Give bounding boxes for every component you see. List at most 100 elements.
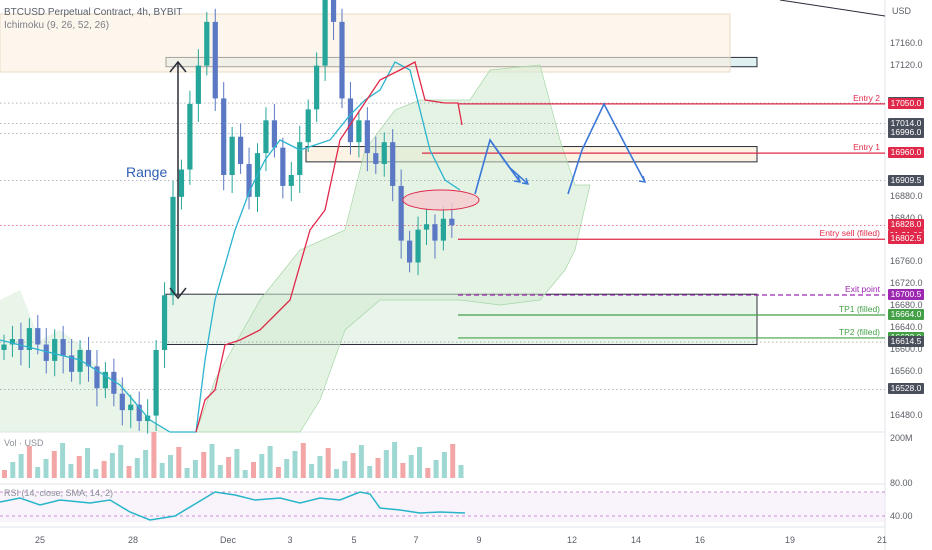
candle-body — [415, 229, 421, 263]
volume-bar — [408, 455, 414, 478]
price-tick-label: 16720.0 — [890, 278, 923, 289]
candle-body — [322, 0, 328, 66]
candle-body — [153, 349, 159, 416]
price-tag: 16614.5 — [888, 336, 924, 348]
date-tick-label: 21 — [876, 535, 888, 545]
projection-arrowhead — [638, 175, 647, 183]
candle-body — [35, 328, 41, 345]
date-tick-label: 9 — [476, 535, 482, 545]
price-tag: 16960.0 — [888, 147, 924, 159]
candle-body — [339, 21, 345, 99]
price-unit: USD — [892, 6, 912, 16]
date-tick-label: 5 — [351, 535, 357, 545]
date-tick-label: 16 — [694, 535, 706, 545]
volume-bar — [101, 461, 107, 478]
volume-bar — [383, 450, 389, 478]
candle-body — [423, 224, 430, 230]
volume-bar — [26, 446, 32, 478]
candle-body — [69, 355, 75, 372]
volume-bar — [151, 432, 157, 478]
price-tag: 17050.0 — [888, 97, 924, 109]
volume-bar — [367, 466, 373, 478]
candle-body — [297, 142, 303, 175]
candle-body — [390, 142, 396, 186]
candle-body — [119, 393, 125, 411]
candle-body — [330, 0, 337, 22]
candle-body — [263, 120, 269, 154]
trend-line — [779, 0, 886, 17]
volume-bar — [176, 447, 182, 478]
volume-bar — [433, 460, 439, 478]
date-tick-label: Dec — [219, 535, 237, 545]
chart-title: BTCUSD Perpetual Contract, 4h, BYBIT — [4, 7, 183, 18]
annotation-label-entry-sell-filled-: Entry sell (filled) — [819, 228, 880, 239]
volume-bar — [242, 470, 248, 478]
annotation-label-entry-1: Entry 1 — [853, 142, 880, 153]
price-tag: 16528.0 — [888, 383, 924, 395]
price-tag: 16909.5 — [888, 174, 924, 186]
volume-bar — [417, 447, 422, 478]
kijun-line — [195, 61, 463, 433]
projection-arrowhead — [513, 175, 522, 183]
price-tick-label: 16760.0 — [890, 256, 923, 267]
candle-body — [407, 240, 413, 263]
candle-body — [280, 147, 286, 186]
volume-bar — [60, 443, 66, 478]
volume-bar — [93, 469, 99, 478]
annotation-label-entry-2: Entry 2 — [853, 92, 880, 103]
volume-bar — [251, 462, 256, 478]
volume-bar — [76, 456, 82, 478]
volume-bar — [292, 451, 298, 478]
volume-bar — [350, 453, 356, 478]
candle-body — [85, 349, 92, 367]
candle-body — [178, 169, 185, 197]
projection-arrowhead — [521, 177, 530, 185]
price-tick-label: 17160.0 — [890, 37, 923, 48]
volume-bar — [118, 445, 124, 478]
date-tick-label: 3 — [287, 535, 293, 545]
volume-bar — [259, 454, 265, 478]
volume-bar — [85, 448, 90, 478]
rsi-band — [0, 492, 885, 522]
range-arrow-head-bottom — [169, 287, 187, 300]
volume-bar — [43, 459, 49, 478]
price-tick-label: 16560.0 — [890, 365, 923, 376]
candle-body — [43, 344, 49, 361]
candle-body — [145, 415, 151, 422]
candle-body — [9, 339, 16, 345]
candle-body — [364, 120, 370, 154]
tenkan-line — [0, 61, 461, 433]
projection-path — [567, 102, 646, 195]
volume-bar — [51, 451, 57, 478]
price-tick-label: 17120.0 — [890, 59, 923, 70]
volume-bar — [342, 461, 348, 478]
date-tick-label: 12 — [566, 535, 578, 545]
volume-bar — [458, 465, 464, 478]
date-tick-label: 14 — [630, 535, 642, 545]
candle-body — [440, 218, 446, 241]
annotation-label-exit-point: Exit point — [845, 284, 880, 295]
volume-bar — [400, 463, 406, 478]
ichimoku-label: Ichimoku (9, 26, 52, 26) — [4, 20, 110, 31]
price-tag: 16828.0 — [888, 219, 924, 231]
volume-bar — [18, 454, 24, 478]
volume-bar — [201, 452, 207, 478]
price-tag: 16664.0 — [888, 308, 924, 320]
volume-bar — [275, 467, 281, 478]
date-tick-label: 28 — [127, 535, 139, 545]
volume-bar — [184, 468, 190, 478]
volume-bar — [226, 457, 232, 478]
candle-body — [26, 328, 32, 350]
candle-body — [195, 65, 201, 104]
volume-bar — [10, 462, 16, 478]
price-tick-label: 16840.0 — [890, 212, 923, 223]
rsi-tick-label: 80.00 — [890, 478, 913, 488]
price-tick-label: 16480.0 — [890, 409, 923, 420]
candle-body — [381, 142, 387, 165]
volume-bar — [325, 448, 331, 478]
price-tick-label: 16600.0 — [890, 343, 923, 354]
volume-bar — [425, 468, 431, 478]
range-arrow-head-top — [169, 60, 187, 73]
candle-body — [238, 136, 244, 165]
candle-body — [111, 371, 117, 394]
